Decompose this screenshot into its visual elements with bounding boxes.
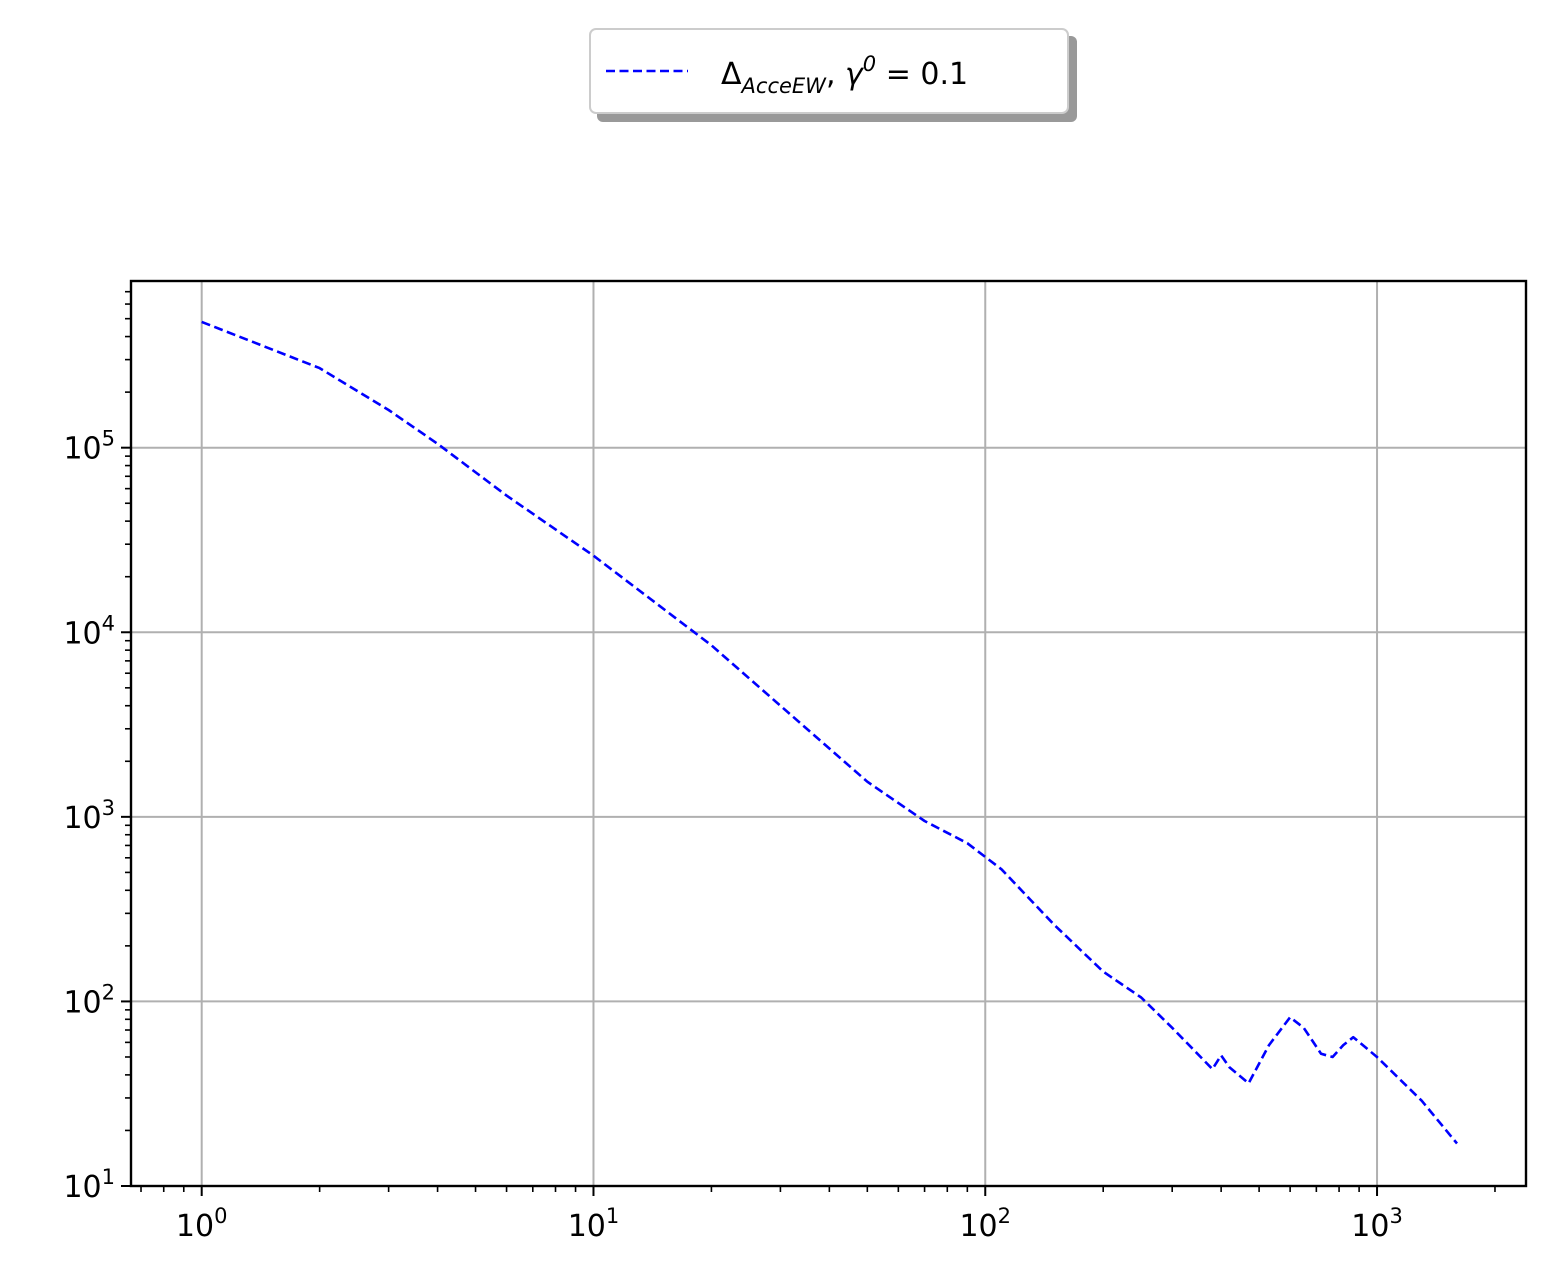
x-tick-base: 10 — [959, 1209, 997, 1244]
y-tick-base: 10 — [63, 801, 101, 836]
legend-box — [589, 28, 1069, 114]
legend-delta: Δ — [721, 57, 742, 92]
x-tick-labels: 100 101 102 103 — [176, 1204, 1403, 1244]
x-tick-label: 100 — [176, 1204, 228, 1244]
x-tick-label: 103 — [1351, 1204, 1403, 1244]
legend-subscript: AcceEW — [740, 74, 828, 98]
y-tick-exponent: 5 — [102, 427, 115, 451]
y-tick-exponent: 1 — [102, 1165, 115, 1189]
legend-superscript: 0 — [863, 52, 876, 76]
legend-entry-label: ΔAcceEW, γ0 = 0.1 — [721, 52, 968, 98]
y-tick-exponent: 4 — [102, 611, 115, 635]
y-tick-label: 105 — [63, 427, 115, 467]
y-tick-base: 10 — [63, 1170, 101, 1205]
y-tick-label: 101 — [63, 1165, 115, 1205]
legend: ΔAcceEW, γ0 = 0.1 — [589, 28, 1077, 122]
y-tick-exponent: 3 — [102, 796, 115, 820]
x-tick-exponent: 1 — [606, 1204, 619, 1228]
x-tick-exponent: 0 — [214, 1204, 227, 1228]
y-tick-base: 10 — [63, 432, 101, 467]
y-tick-base: 10 — [63, 985, 101, 1020]
y-tick-base: 10 — [63, 616, 101, 651]
x-tick-base: 10 — [176, 1209, 214, 1244]
series-line-0 — [201, 320, 1459, 1145]
major-ticks — [121, 446, 1379, 1196]
x-tick-base: 10 — [1351, 1209, 1389, 1244]
grid — [131, 281, 1526, 1187]
x-tick-label: 101 — [568, 1204, 620, 1244]
y-tick-label: 104 — [63, 611, 115, 651]
y-tick-label: 102 — [63, 980, 115, 1020]
y-tick-exponent: 2 — [102, 980, 115, 1004]
x-tick-exponent: 3 — [1389, 1204, 1402, 1228]
legend-value: = 0.1 — [876, 57, 968, 92]
x-tick-exponent: 2 — [998, 1204, 1011, 1228]
series-layer — [201, 320, 1459, 1145]
x-tick-base: 10 — [568, 1209, 606, 1244]
plot-frame — [129, 279, 1528, 1188]
legend-gamma: γ — [845, 57, 865, 92]
x-tick-label: 102 — [959, 1204, 1011, 1244]
legend-separator: , — [826, 57, 845, 92]
minor-ticks — [125, 290, 1496, 1192]
y-tick-label: 103 — [63, 796, 115, 836]
